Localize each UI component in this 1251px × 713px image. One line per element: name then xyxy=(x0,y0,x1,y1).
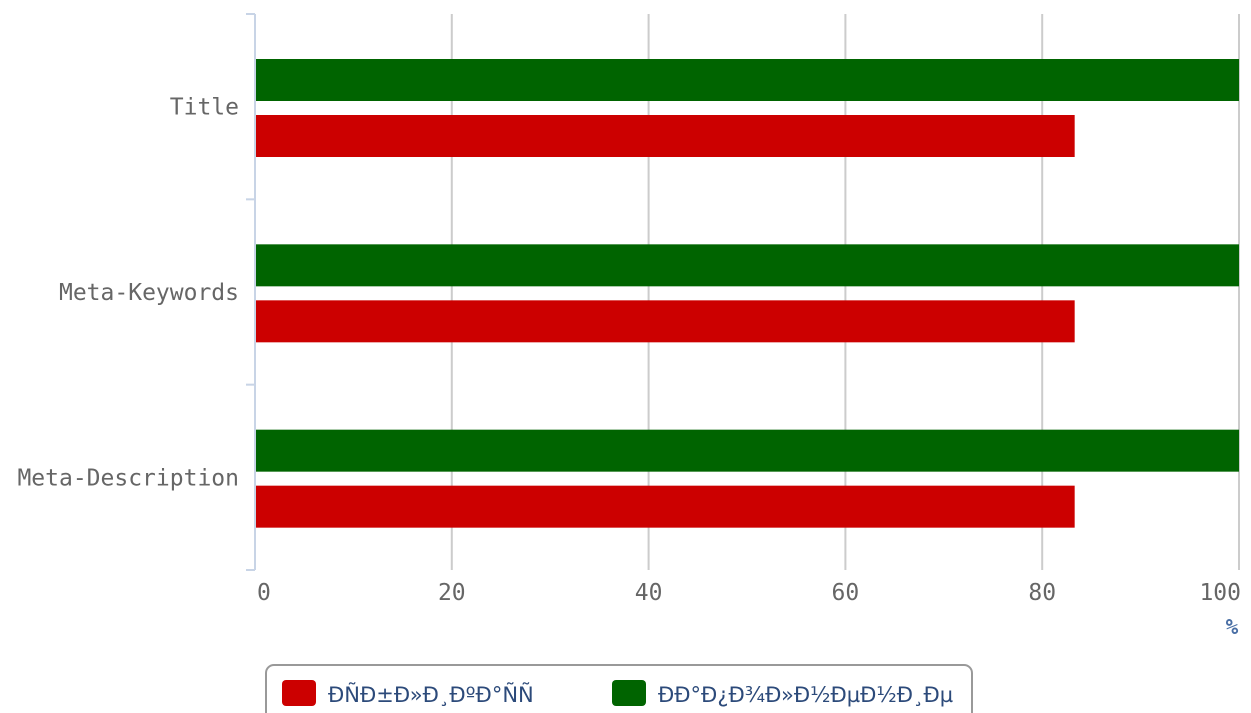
legend-swatch-series-0 xyxy=(282,680,316,706)
category-label-meta-description: Meta-Description xyxy=(17,465,239,491)
bar-meta-keywords-series-0[interactable] xyxy=(256,300,1075,343)
x-tick-label-60: 60 xyxy=(832,580,860,606)
y-axis xyxy=(246,13,256,571)
x-tick-label-80: 80 xyxy=(1028,580,1056,606)
category-label-title: Title xyxy=(170,95,239,121)
x-tick-labels: 0 20 40 60 80 100 xyxy=(257,580,1241,606)
bar-meta-description-series-1[interactable] xyxy=(256,429,1239,472)
bar-meta-description-series-0[interactable] xyxy=(256,485,1075,528)
legend-label-series-1[interactable]: ÐÐ°Ð¿Ð¾Ð»Ð½ÐµÐ½Ð¸Ðµ xyxy=(658,683,953,707)
x-tick-label-100: 100 xyxy=(1199,580,1241,606)
bar-title-series-0[interactable] xyxy=(256,115,1075,157)
legend-label-series-0[interactable]: ÐÑÐ±Ð»Ð¸ÐºÐ°ÑÑ xyxy=(328,681,534,707)
legend: ÐÑÐ±Ð»Ð¸ÐºÐ°ÑÑ ÐÐ°Ð¿Ð¾Ð»Ð½ÐµÐ½Ð¸Ðµ xyxy=(265,664,973,713)
grid-lines xyxy=(450,14,1240,570)
category-label-meta-keywords: Meta-Keywords xyxy=(59,280,239,306)
legend-swatch-series-1 xyxy=(612,680,646,706)
x-unit-label: % xyxy=(1226,615,1239,639)
bar-title-series-1[interactable] xyxy=(256,59,1239,101)
x-tick-label-20: 20 xyxy=(438,580,466,606)
bar-meta-keywords-series-1[interactable] xyxy=(256,244,1239,287)
x-tick-label-0: 0 xyxy=(257,580,271,606)
x-tick-label-40: 40 xyxy=(635,580,663,606)
bars xyxy=(256,59,1239,528)
category-labels: Title Meta-Keywords Meta-Description xyxy=(17,95,239,492)
